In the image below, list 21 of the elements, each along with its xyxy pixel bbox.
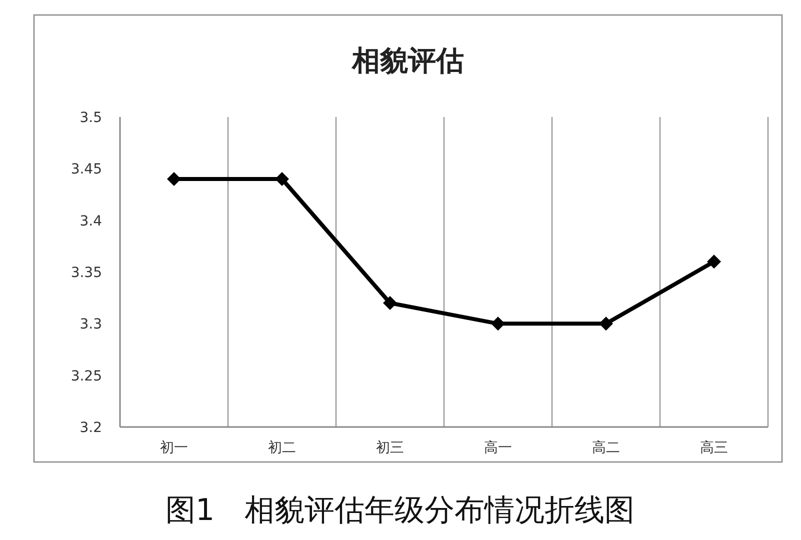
y-tick-label: 3.35 <box>70 265 102 281</box>
x-tick-label: 高二 <box>592 440 620 456</box>
y-tick-label: 3.25 <box>70 368 102 384</box>
point <box>167 172 181 186</box>
y-tick-label: 3.5 <box>80 110 102 126</box>
point <box>275 172 289 186</box>
point <box>383 296 397 310</box>
point <box>599 316 613 331</box>
y-tick-label: 3.2 <box>80 420 102 436</box>
x-tick-label: 初三 <box>376 440 404 456</box>
chart-title: 相貌评估 <box>351 44 464 77</box>
x-tick-label: 初二 <box>268 440 296 456</box>
point <box>491 316 505 331</box>
caption: 图1 相貌评估年级分布情况折线图 <box>165 493 635 528</box>
y-tick-label: 3.4 <box>80 213 102 230</box>
x-tick-label: 初一 <box>160 440 188 456</box>
point <box>707 254 721 269</box>
x-tick-label: 高一 <box>484 440 512 456</box>
y-tick-label: 3.3 <box>80 316 102 333</box>
y-tick-label: 3.45 <box>70 162 102 178</box>
x-tick-label: 高三 <box>700 440 728 456</box>
